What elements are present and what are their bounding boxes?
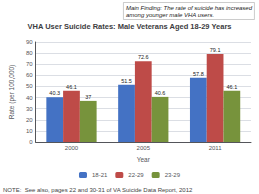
svg-text:60: 60 bbox=[26, 72, 33, 78]
svg-text:among younger male VHA users.: among younger male VHA users. bbox=[126, 12, 214, 18]
svg-text:57.8: 57.8 bbox=[193, 71, 204, 77]
svg-text:18-21: 18-21 bbox=[92, 172, 108, 178]
svg-text:30: 30 bbox=[26, 106, 33, 112]
svg-text:90: 90 bbox=[26, 39, 33, 45]
svg-text:NOTE: See also, pages 22 and: NOTE: See also, pages 22 and 30-31 of VA… bbox=[3, 187, 193, 193]
svg-text:72.6: 72.6 bbox=[138, 54, 149, 60]
svg-text:46.1: 46.1 bbox=[66, 84, 77, 90]
svg-text:22-29: 22-29 bbox=[128, 172, 144, 178]
svg-text:20: 20 bbox=[26, 117, 33, 123]
svg-text:Rate (per 100,000): Rate (per 100,000) bbox=[8, 65, 16, 120]
svg-text:10: 10 bbox=[26, 128, 33, 134]
svg-text:0: 0 bbox=[29, 139, 33, 145]
svg-text:Year: Year bbox=[137, 156, 151, 163]
svg-text:40.6: 40.6 bbox=[155, 90, 166, 96]
svg-text:40.3: 40.3 bbox=[49, 90, 60, 96]
svg-text:2011: 2011 bbox=[209, 145, 223, 151]
svg-text:40: 40 bbox=[26, 95, 33, 101]
svg-text:23-29: 23-29 bbox=[165, 172, 181, 178]
svg-text:2000: 2000 bbox=[65, 145, 79, 151]
svg-text:37: 37 bbox=[85, 94, 91, 100]
svg-text:50: 50 bbox=[26, 83, 33, 89]
svg-text:Main Finding: The rate of suic: Main Finding: The rate of suicide has in… bbox=[126, 5, 253, 11]
svg-text:2005: 2005 bbox=[137, 145, 151, 151]
svg-text:79.1: 79.1 bbox=[210, 47, 221, 53]
svg-text:51.5: 51.5 bbox=[121, 78, 132, 84]
svg-text:80: 80 bbox=[26, 50, 33, 56]
svg-text:46.1: 46.1 bbox=[226, 84, 237, 90]
svg-text:70: 70 bbox=[26, 61, 33, 67]
svg-text:VHA User Suicide Rates: Male V: VHA User Suicide Rates: Male Veterans Ag… bbox=[28, 22, 232, 31]
